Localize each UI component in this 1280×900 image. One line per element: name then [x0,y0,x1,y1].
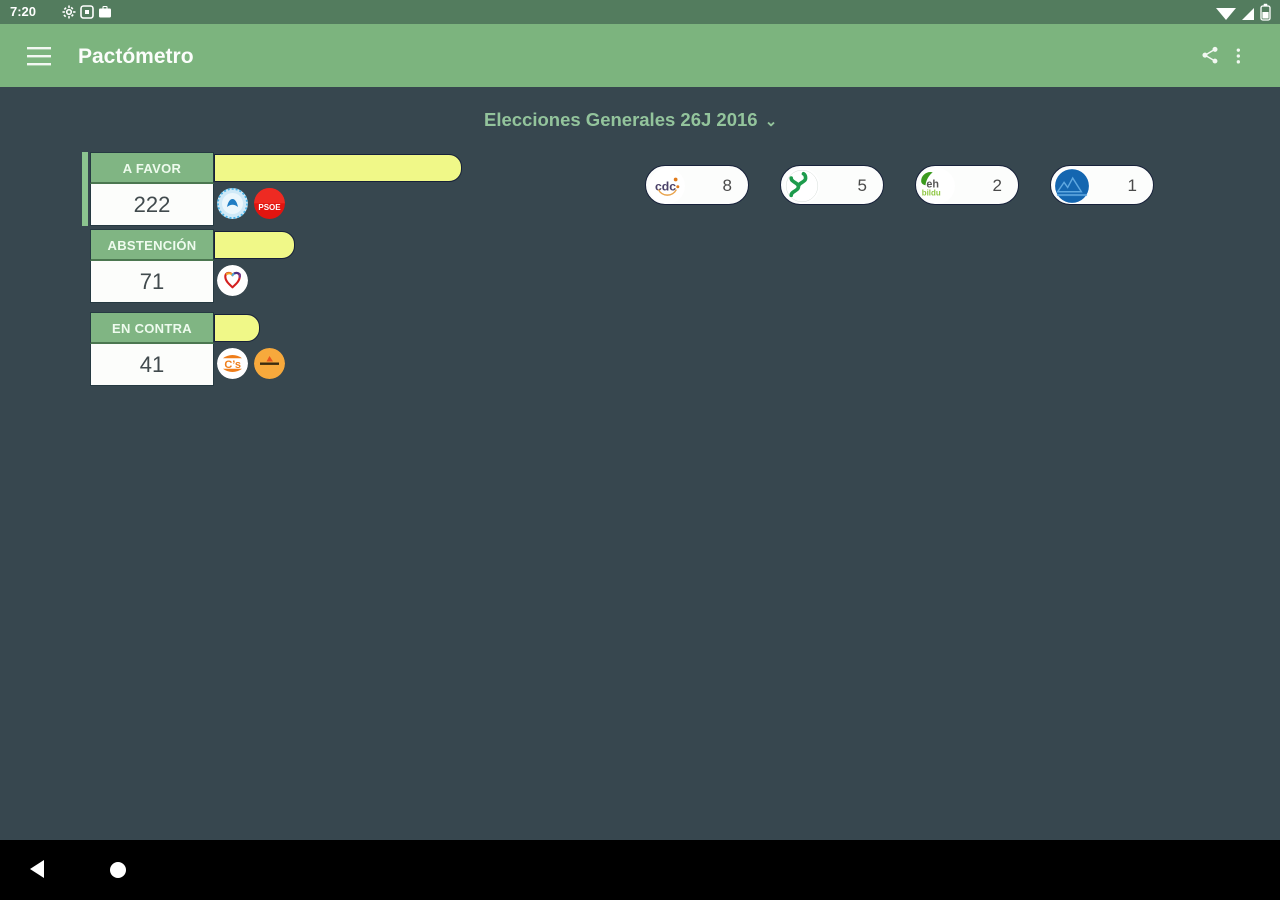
svg-text:cdc: cdc [655,179,676,193]
svg-text:C’s: C’s [224,359,241,371]
svg-text:PSOE: PSOE [258,203,281,212]
svg-text:bildu: bildu [922,188,941,197]
